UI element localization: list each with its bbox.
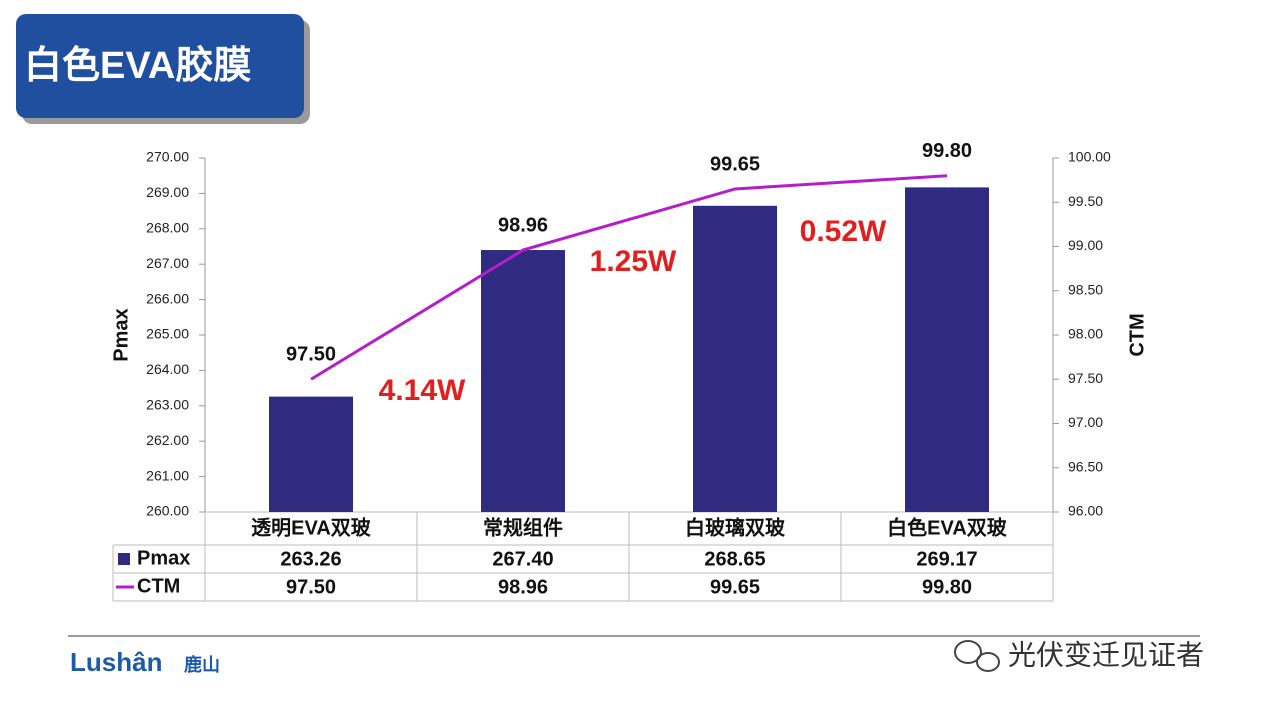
title-box [16,14,304,118]
chart-title: 白色EVA胶膜 [24,45,251,87]
logo: Lushân [70,647,162,677]
y-tick-label: 266.00 [146,290,189,306]
y2-tick-label: 97.50 [1068,370,1103,386]
legend-label: CTM [137,575,180,597]
bar [905,187,989,512]
y2-tick-label: 100.00 [1068,149,1111,165]
y-tick-label: 267.00 [146,255,189,271]
y2-tick-label: 98.00 [1068,326,1103,342]
table-cell: 97.50 [286,576,336,598]
bar [693,205,777,513]
logo-cn: 鹿山 [184,654,220,675]
bar [269,396,353,512]
y2-tick-label: 97.00 [1068,414,1103,430]
table-cell: 267.40 [492,548,553,570]
watermark-icon [954,640,1000,672]
table-cell: 98.96 [498,576,548,598]
y-tick-label: 264.00 [146,361,189,377]
y-tick-label: 265.00 [146,326,189,342]
data-label: 99.65 [710,153,760,175]
data-label: 98.96 [498,214,548,236]
line [310,174,948,381]
y2-tick-label: 99.50 [1068,193,1103,209]
y-tick-label: 263.00 [146,397,189,413]
data-label: 99.80 [922,140,972,162]
y-tick-label: 260.00 [146,503,189,519]
x-tick-label: 透明EVA双玻 [251,516,372,539]
legend-label: Pmax [137,547,190,569]
watermark: 光伏变迁见证者 [1008,639,1204,670]
bar [481,250,565,513]
table-cell: 99.80 [922,576,972,598]
y2-tick-label: 99.00 [1068,237,1103,253]
y-tick-label: 268.00 [146,220,189,236]
table-cell: 269.17 [916,548,977,570]
y-tick-label: 262.00 [146,432,189,448]
data-label: 97.50 [286,344,336,366]
table-cell: 99.65 [710,576,760,598]
x-tick-label: 白玻璃双玻 [685,515,786,539]
table-cell: 263.26 [280,548,341,570]
y2-tick-label: 98.50 [1068,281,1103,297]
x-tick-label: 常规组件 [483,515,563,539]
annotation: 0.52W [800,215,887,248]
y2-tick-label: 96.50 [1068,458,1103,474]
annotation: 1.25W [590,245,677,278]
annotation: 4.14W [379,374,466,407]
y2-tick-label: 96.00 [1068,503,1103,519]
table-cell: 268.65 [704,548,765,570]
x-tick-label: 白色EVA双玻 [887,515,1008,539]
y-tick-label: 261.00 [146,467,189,483]
y2-axis-label: CTM [1126,313,1148,356]
y-axis-label: Pmax [110,308,132,361]
legend-key [118,553,130,565]
y-tick-label: 270.00 [146,149,189,165]
y-tick-label: 269.00 [146,184,189,200]
